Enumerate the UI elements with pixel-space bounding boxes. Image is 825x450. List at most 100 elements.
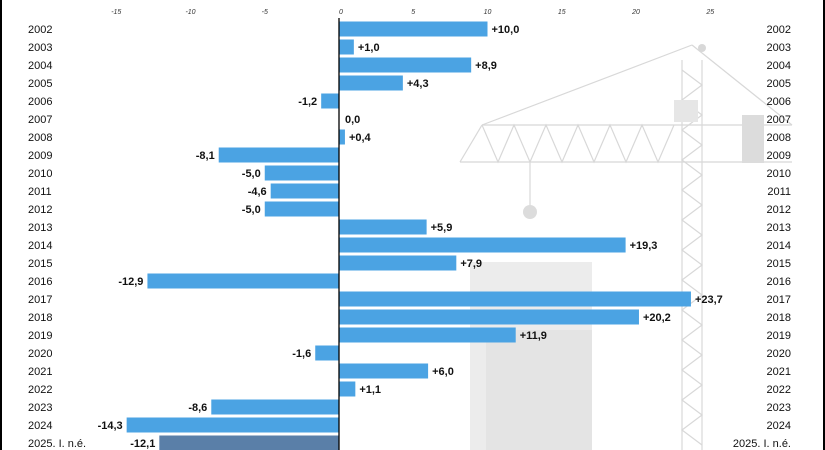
- bar: [211, 399, 339, 415]
- value-label: +1,0: [358, 42, 380, 54]
- value-label: -14,3: [98, 420, 123, 432]
- x-tick-label: -5: [262, 9, 268, 16]
- bar: [339, 39, 354, 55]
- bar: [339, 129, 345, 145]
- value-label: +10,0: [492, 24, 520, 36]
- category-label-left: 2014: [28, 240, 52, 252]
- category-label-left: 2020: [28, 348, 52, 360]
- category-label-right: 2010: [767, 168, 791, 180]
- x-tick-label: 0: [339, 9, 343, 16]
- value-label: -5,0: [242, 204, 261, 216]
- category-label-right: 2013: [767, 222, 791, 234]
- value-label: +11,9: [520, 330, 547, 342]
- value-label: +1,1: [359, 384, 381, 396]
- bar: [339, 327, 516, 343]
- value-label: +8,9: [475, 60, 497, 72]
- x-tick-label: 20: [631, 9, 640, 16]
- category-label-left: 2012: [28, 204, 52, 216]
- category-label-right: 2024: [767, 420, 791, 432]
- category-label-right: 2019: [767, 330, 791, 342]
- category-label-right: 2014: [767, 240, 791, 252]
- category-label-right: 2016: [767, 276, 791, 288]
- x-tick-label: -15: [111, 9, 121, 16]
- category-label-right: 2025. I. n.é.: [733, 438, 791, 450]
- category-label-right: 2002: [767, 24, 791, 36]
- bar: [270, 183, 339, 199]
- category-label-left: 2013: [28, 222, 52, 234]
- category-label-right: 2005: [767, 78, 791, 90]
- category-label-right: 2020: [767, 348, 791, 360]
- category-label-left: 2010: [28, 168, 52, 180]
- category-label-right: 2022: [767, 384, 791, 396]
- value-label: 0,0: [345, 114, 360, 126]
- category-label-left: 2018: [28, 312, 52, 324]
- bar: [339, 381, 356, 397]
- category-label-right: 2004: [767, 60, 791, 72]
- value-label: -8,1: [196, 150, 215, 162]
- value-label: +4,3: [407, 78, 429, 90]
- category-label-left: 2005: [28, 78, 52, 90]
- category-label-left: 2004: [28, 60, 52, 72]
- category-label-right: 2021: [767, 366, 791, 378]
- bar: [147, 273, 339, 289]
- category-label-right: 2023: [767, 402, 791, 414]
- category-label-right: 2015: [767, 258, 791, 270]
- value-label: -12,9: [118, 276, 143, 288]
- category-label-left: 2006: [28, 96, 52, 108]
- bar: [159, 435, 339, 450]
- value-label: +6,0: [432, 366, 454, 378]
- category-label-right: 2008: [767, 132, 791, 144]
- value-label: -8,6: [188, 402, 207, 414]
- bars: [126, 21, 691, 450]
- bar: [339, 255, 457, 271]
- x-tick-label: 15: [558, 9, 566, 16]
- category-label-right: 2018: [767, 312, 791, 324]
- bar: [339, 219, 427, 235]
- bar: [339, 75, 403, 91]
- value-label: +7,9: [460, 258, 482, 270]
- category-label-left: 2025. I. n.é.: [28, 438, 86, 450]
- category-label-left: 2023: [28, 402, 52, 414]
- category-label-left: 2022: [28, 384, 52, 396]
- category-label-right: 2007: [767, 114, 791, 126]
- labels: 2002 2002 +10,0 2003 2003 +1,0 2004 2004 +8,9 200…: [28, 24, 791, 450]
- category-label-left: 2002: [28, 24, 52, 36]
- x-tick-label: 5: [411, 9, 415, 16]
- bar: [339, 291, 691, 307]
- bar: [339, 237, 626, 253]
- value-label: +5,9: [431, 222, 453, 234]
- category-label-left: 2009: [28, 150, 52, 162]
- bar: [126, 417, 340, 433]
- category-label-right: 2006: [767, 96, 791, 108]
- value-label: -5,0: [242, 168, 261, 180]
- category-label-right: 2012: [767, 204, 791, 216]
- bar: [339, 363, 429, 379]
- x-axis-ticks: -15 -10 -5 0 5 10 15 20 25: [111, 9, 714, 16]
- value-label: -4,6: [248, 186, 267, 198]
- value-label: -12,1: [130, 438, 155, 450]
- x-tick-label: -10: [185, 9, 195, 16]
- category-label-left: 2015: [28, 258, 52, 270]
- category-label-left: 2011: [28, 186, 52, 198]
- category-label-right: 2017: [767, 294, 791, 306]
- category-label-left: 2007: [28, 114, 52, 126]
- category-label-left: 2024: [28, 420, 52, 432]
- value-label: +20,2: [643, 312, 671, 324]
- category-label-left: 2017: [28, 294, 52, 306]
- category-label-left: 2003: [28, 42, 52, 54]
- bar: [339, 57, 472, 73]
- x-tick-label: 10: [484, 9, 492, 16]
- category-label-left: 2016: [28, 276, 52, 288]
- value-label: +19,3: [630, 240, 658, 252]
- category-label-right: 2011: [767, 186, 791, 198]
- value-label: -1,6: [292, 348, 311, 360]
- value-label: +23,7: [695, 294, 723, 306]
- category-label-right: 2009: [767, 150, 791, 162]
- category-label-right: 2003: [767, 42, 791, 54]
- value-label: +0,4: [349, 132, 372, 144]
- bar: [264, 201, 339, 217]
- category-label-left: 2021: [28, 366, 52, 378]
- bar: [264, 165, 339, 181]
